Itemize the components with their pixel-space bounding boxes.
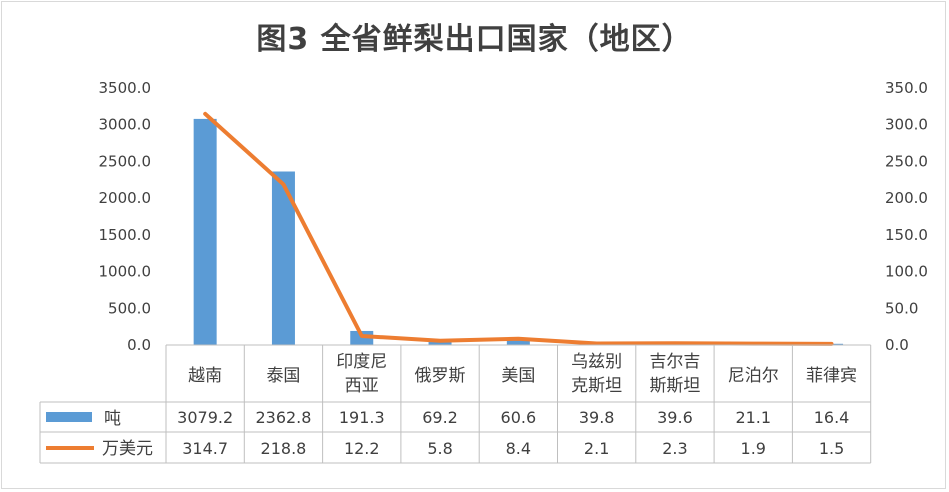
y-left-tick-label: 0.0 <box>127 336 151 354</box>
table-cell-value: 12.2 <box>344 439 380 458</box>
y-left-tick-label: 3000.0 <box>99 116 152 134</box>
table-cell-value: 16.4 <box>814 408 850 427</box>
chart-title: 图3 全省鲜梨出口国家（地区） <box>256 22 693 57</box>
table-cell-value: 3079.2 <box>177 408 233 427</box>
table-cell-value: 39.6 <box>657 408 693 427</box>
category-label: 克斯坦 <box>571 376 622 396</box>
y-right-tick-label: 0.0 <box>885 336 909 354</box>
category-label: 菲律宾 <box>806 366 857 386</box>
y-right-tick-label: 150.0 <box>885 226 928 244</box>
category-label: 俄罗斯 <box>415 366 466 386</box>
category-label: 尼泊尔 <box>728 366 779 386</box>
table-cell-value: 1.5 <box>819 439 844 458</box>
y-right-tick-label: 200.0 <box>885 189 928 207</box>
category-label: 吉尔吉 <box>649 352 700 372</box>
y-left-tick-label: 1500.0 <box>99 226 152 244</box>
y-left-tick-label: 1000.0 <box>99 263 152 281</box>
table-cell-value: 218.8 <box>261 439 307 458</box>
series-line <box>203 111 834 346</box>
y-left-tick-label: 2500.0 <box>99 152 152 170</box>
category-label: 印度尼 <box>336 352 387 372</box>
category-label: 越南 <box>188 366 222 386</box>
category-label: 乌兹别 <box>571 352 622 372</box>
y-left-tick-label: 500.0 <box>108 299 151 317</box>
table-cell-value: 39.8 <box>579 408 615 427</box>
legend-label-bar: 吨 <box>104 409 121 429</box>
bar <box>271 171 295 345</box>
y-right-tick-label: 300.0 <box>885 116 928 134</box>
y-right-tick-label: 350.0 <box>885 79 928 97</box>
y-left-tick-label: 2000.0 <box>99 189 152 207</box>
table-cell-value: 314.7 <box>182 439 228 458</box>
y-right-tick-label: 250.0 <box>885 152 928 170</box>
table-cell-value: 2362.8 <box>255 408 311 427</box>
table-cell-value: 5.8 <box>427 439 452 458</box>
table-cell-value: 2.1 <box>584 439 609 458</box>
table-cell-value: 21.1 <box>735 408 771 427</box>
y-right-tick-label: 50.0 <box>885 299 918 317</box>
table-cell-value: 2.3 <box>662 439 687 458</box>
table-cell-value: 8.4 <box>506 439 531 458</box>
y-right-tick-label: 100.0 <box>885 263 928 281</box>
category-label: 斯斯坦 <box>649 376 700 396</box>
table-cell-value: 69.2 <box>422 408 458 427</box>
legend-label-line: 万美元 <box>102 439 153 459</box>
category-label: 泰国 <box>266 366 300 386</box>
table-cell-value: 191.3 <box>339 408 385 427</box>
category-label: 西亚 <box>345 376 379 396</box>
y-left-tick-label: 3500.0 <box>99 79 152 97</box>
category-label: 美国 <box>501 366 535 386</box>
table-cell-value: 60.6 <box>501 408 537 427</box>
legend-swatch-bar <box>46 412 92 422</box>
bar <box>193 118 217 345</box>
table-cell-value: 1.9 <box>741 439 766 458</box>
bar <box>506 340 530 345</box>
